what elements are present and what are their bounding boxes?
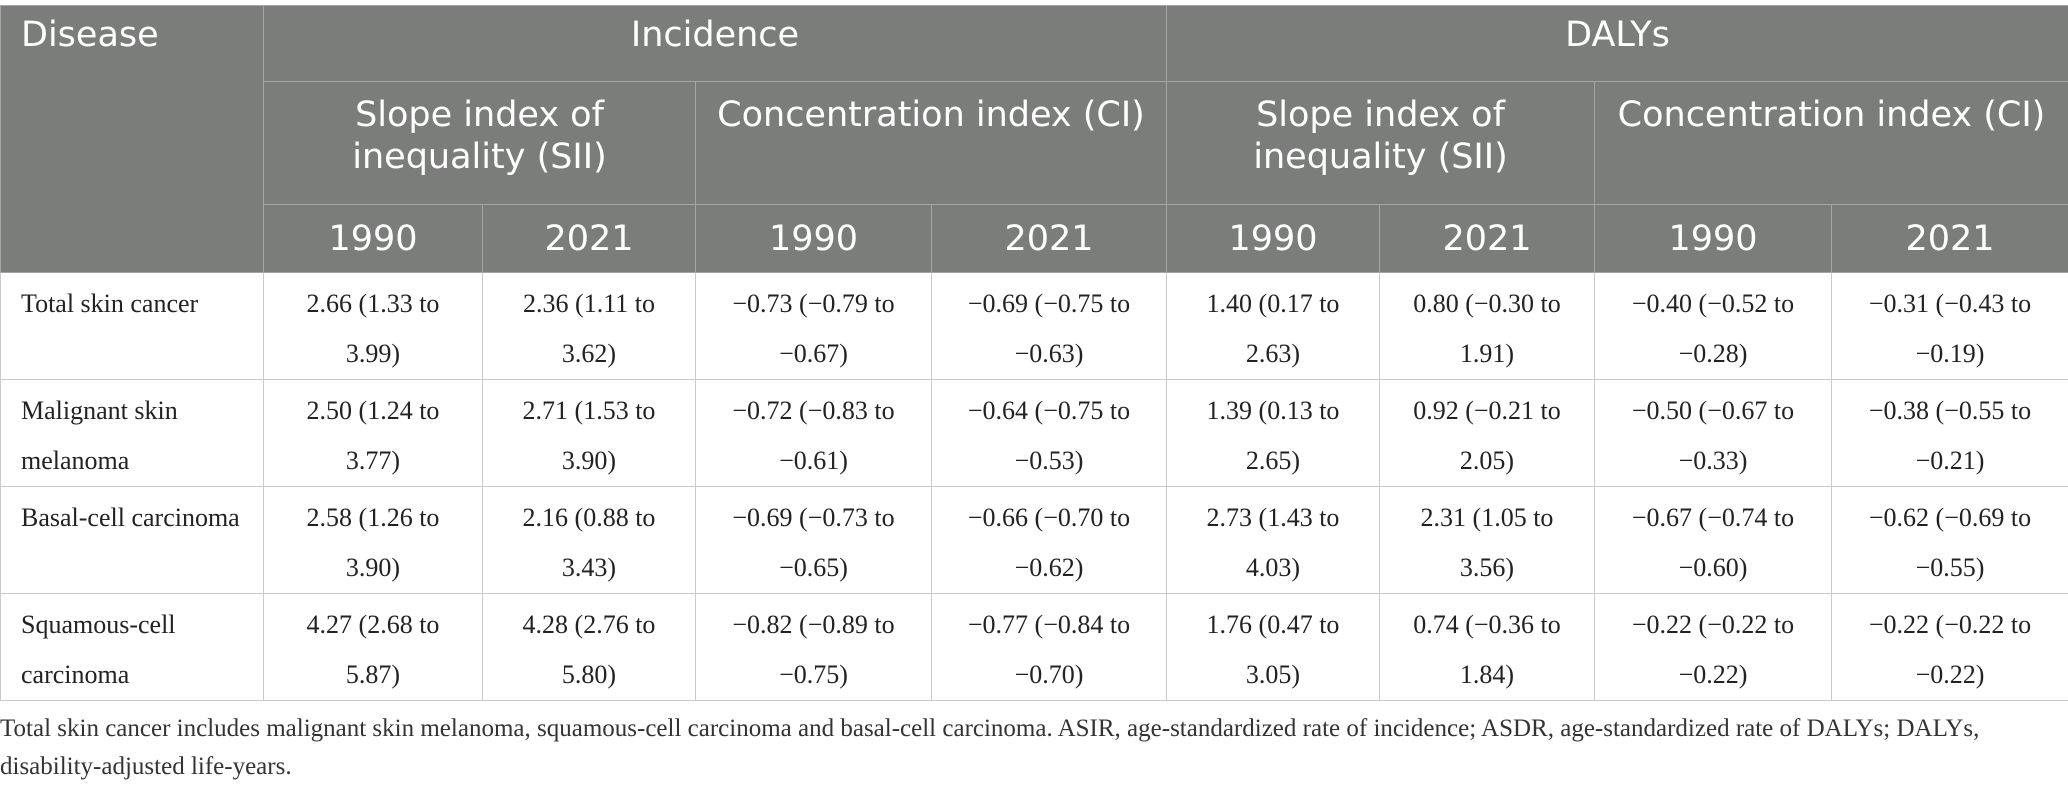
header-year-2021: 2021 [1379, 204, 1595, 273]
incidence-sii-2021-cell: 2.36 (1.11 to 3.62) [482, 272, 696, 380]
dalys-sii-2021-cell: 0.74 (−0.36 to 1.84) [1379, 593, 1595, 701]
incidence-sii-2021-cell: 4.28 (2.76 to 5.80) [482, 593, 696, 701]
incidence-sii-1990-cell: 2.50 (1.24 to 3.77) [263, 379, 483, 487]
incidence-sii-1990-cell: 2.66 (1.33 to 3.99) [263, 272, 483, 380]
table-container: Disease Incidence DALYs Slope index of i… [0, 5, 2068, 701]
dalys-ci-1990-cell: −0.50 (−0.67 to −0.33) [1594, 379, 1832, 487]
dalys-ci-1990-cell: −0.40 (−0.52 to −0.28) [1594, 272, 1832, 380]
dalys-ci-2021-cell: −0.31 (−0.43 to −0.19) [1831, 272, 2068, 380]
header-disease: Disease [0, 5, 264, 273]
dalys-sii-1990-cell: 1.76 (0.47 to 3.05) [1166, 593, 1380, 701]
incidence-sii-1990-cell: 4.27 (2.68 to 5.87) [263, 593, 483, 701]
incidence-ci-2021-cell: −0.77 (−0.84 to −0.70) [931, 593, 1167, 701]
incidence-ci-2021-cell: −0.64 (−0.75 to −0.53) [931, 379, 1167, 487]
table-body: Total skin cancer 2.66 (1.33 to 3.99) 2.… [0, 272, 2068, 701]
incidence-ci-1990-cell: −0.72 (−0.83 to −0.61) [695, 379, 932, 487]
incidence-ci-2021-cell: −0.66 (−0.70 to −0.62) [931, 486, 1167, 594]
inequality-table: Disease Incidence DALYs Slope index of i… [0, 5, 2068, 701]
incidence-ci-2021-cell: −0.69 (−0.75 to −0.63) [931, 272, 1167, 380]
dalys-sii-1990-cell: 1.40 (0.17 to 2.63) [1166, 272, 1380, 380]
header-dalys-sii: Slope index of inequality (SII) [1166, 81, 1595, 205]
header-dalys: DALYs [1166, 5, 2068, 82]
incidence-sii-2021-cell: 2.71 (1.53 to 3.90) [482, 379, 696, 487]
table-row: Basal-cell carcinoma 2.58 (1.26 to 3.90)… [0, 486, 2068, 594]
header-year-1990: 1990 [263, 204, 483, 273]
table-footnote: Total skin cancer includes malignant ski… [0, 715, 1980, 780]
table-row: Total skin cancer 2.66 (1.33 to 3.99) 2.… [0, 272, 2068, 380]
header-year-2021: 2021 [1831, 204, 2068, 273]
incidence-sii-1990-cell: 2.58 (1.26 to 3.90) [263, 486, 483, 594]
incidence-ci-1990-cell: −0.69 (−0.73 to −0.65) [695, 486, 932, 594]
disease-cell: Malignant skin melanoma [0, 379, 264, 487]
dalys-ci-2021-cell: −0.38 (−0.55 to −0.21) [1831, 379, 2068, 487]
header-incidence-ci: Concentration index (CI) [695, 81, 1167, 205]
header-incidence: Incidence [263, 5, 1167, 82]
header-year-2021: 2021 [482, 204, 696, 273]
table-row: Squamous-cell carcinoma 4.27 (2.68 to 5.… [0, 593, 2068, 701]
dalys-ci-2021-cell: −0.22 (−0.22 to −0.22) [1831, 593, 2068, 701]
header-year-1990: 1990 [1166, 204, 1380, 273]
table-header: Disease Incidence DALYs Slope index of i… [0, 5, 2068, 273]
disease-cell: Squamous-cell carcinoma [0, 593, 264, 701]
incidence-ci-1990-cell: −0.82 (−0.89 to −0.75) [695, 593, 932, 701]
dalys-ci-1990-cell: −0.67 (−0.74 to −0.60) [1594, 486, 1832, 594]
table-row: Malignant skin melanoma 2.50 (1.24 to 3.… [0, 379, 2068, 487]
header-year-1990: 1990 [1594, 204, 1832, 273]
incidence-sii-2021-cell: 2.16 (0.88 to 3.43) [482, 486, 696, 594]
header-year-1990: 1990 [695, 204, 932, 273]
disease-cell: Total skin cancer [0, 272, 264, 380]
header-incidence-sii: Slope index of inequality (SII) [263, 81, 696, 205]
dalys-sii-2021-cell: 0.80 (−0.30 to 1.91) [1379, 272, 1595, 380]
header-dalys-ci: Concentration index (CI) [1594, 81, 2068, 205]
dalys-sii-2021-cell: 0.92 (−0.21 to 2.05) [1379, 379, 1595, 487]
header-year-2021: 2021 [931, 204, 1167, 273]
dalys-sii-2021-cell: 2.31 (1.05 to 3.56) [1379, 486, 1595, 594]
dalys-ci-2021-cell: −0.62 (−0.69 to −0.55) [1831, 486, 2068, 594]
dalys-sii-1990-cell: 1.39 (0.13 to 2.65) [1166, 379, 1380, 487]
incidence-ci-1990-cell: −0.73 (−0.79 to −0.67) [695, 272, 932, 380]
dalys-sii-1990-cell: 2.73 (1.43 to 4.03) [1166, 486, 1380, 594]
disease-cell: Basal-cell carcinoma [0, 486, 264, 594]
dalys-ci-1990-cell: −0.22 (−0.22 to −0.22) [1594, 593, 1832, 701]
